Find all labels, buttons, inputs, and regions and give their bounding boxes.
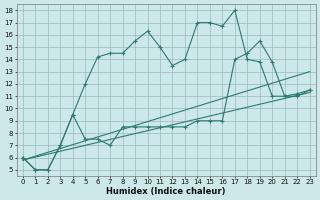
X-axis label: Humidex (Indice chaleur): Humidex (Indice chaleur) — [107, 187, 226, 196]
